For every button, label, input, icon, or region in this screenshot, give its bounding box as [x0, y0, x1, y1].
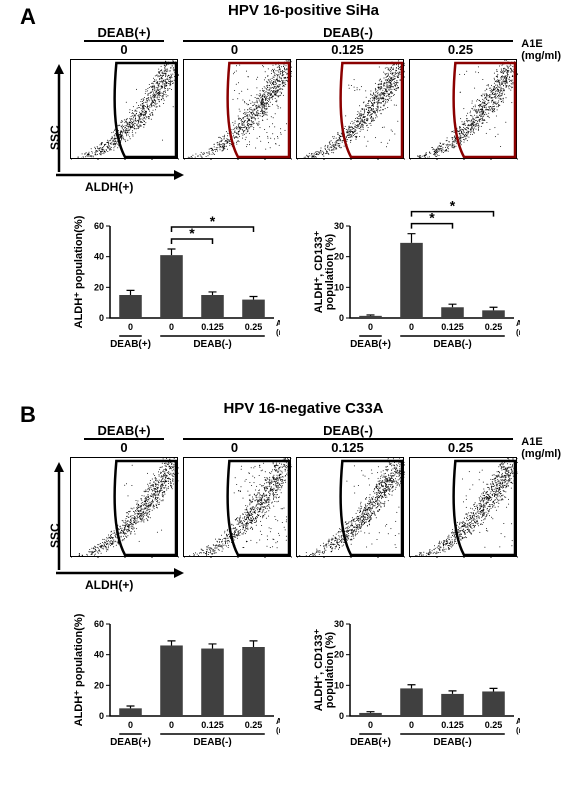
- y-axis-label-a: SSC: [48, 125, 62, 150]
- svg-text:population (%): population (%): [324, 233, 336, 310]
- scatter-plot: [409, 59, 517, 159]
- svg-text:(mg/ml): (mg/ml): [276, 328, 280, 337]
- svg-text:0.125: 0.125: [201, 322, 224, 332]
- scatter-plot: [409, 457, 517, 557]
- dose-2a: 0.125: [291, 42, 404, 57]
- dose-0b: 0: [70, 440, 178, 455]
- bar-chart-aldh-cd133: 0102030000.1250.25**ALDH⁺, CD133⁺populat…: [310, 200, 520, 360]
- svg-text:DEAB(+): DEAB(+): [350, 339, 391, 350]
- svg-text:0: 0: [99, 313, 104, 323]
- dose-2b: 0.125: [291, 440, 404, 455]
- svg-text:ALDH⁺ population(%): ALDH⁺ population(%): [73, 215, 85, 328]
- svg-text:60: 60: [94, 221, 104, 231]
- bar-chart-aldh-cd133: 0102030000.1250.25ALDH⁺, CD133⁺populatio…: [310, 598, 520, 758]
- svg-text:DEAB(+): DEAB(+): [110, 339, 151, 350]
- deab-row-b: DEAB(+) 0 DEAB(-) 0 0.125 0.25: [70, 423, 567, 455]
- panel-b-letter: B: [20, 402, 36, 428]
- svg-text:DEAB(-): DEAB(-): [433, 339, 471, 350]
- scatter-plot: [183, 59, 291, 159]
- panel-a-title: HPV 16-positive SiHa: [40, 0, 567, 19]
- svg-text:DEAB(-): DEAB(-): [193, 339, 231, 350]
- dose-1b: 0: [178, 440, 291, 455]
- x-axis-label-b: ALDH(+): [85, 578, 133, 592]
- dose-0a: 0: [70, 42, 178, 57]
- scatter-row-b: [70, 457, 567, 557]
- scatter-row-a: [70, 59, 567, 159]
- y-axis-label-b: SSC: [48, 523, 62, 548]
- svg-text:*: *: [450, 200, 456, 214]
- bar-charts-a: 0 20 40 60 0 0 0.125 0.25 * * ALDH⁺ population(%) A…: [70, 200, 520, 360]
- svg-text:0.125: 0.125: [441, 322, 464, 332]
- svg-text:A1E: A1E: [516, 319, 520, 328]
- deab-plus-label: DEAB(+): [84, 25, 164, 42]
- deab-row-a: DEAB(+) 0 DEAB(-) 0 0.125 0.25: [70, 25, 567, 57]
- a1e-label-a: A1E(mg/ml): [521, 38, 561, 62]
- scatter-plot: [70, 59, 178, 159]
- svg-text:*: *: [210, 213, 216, 229]
- deab-minus-label: DEAB(-): [183, 25, 513, 42]
- y-axis-arrow-a: [52, 64, 66, 174]
- svg-text:40: 40: [94, 252, 104, 262]
- a1e-label-b: A1E(mg/ml): [521, 436, 561, 460]
- y-axis-arrow-b: [52, 462, 66, 572]
- bar-chart-aldh: 0204060000.1250.25**ALDH⁺ population(%)A…: [70, 200, 280, 360]
- svg-text:0: 0: [339, 313, 344, 323]
- panel-a-letter: A: [20, 4, 36, 30]
- scatter-plot: [296, 59, 404, 159]
- svg-text:20: 20: [94, 282, 104, 292]
- svg-text:0: 0: [169, 322, 174, 332]
- dose-1a: 0: [178, 42, 291, 57]
- x-axis-label-a: ALDH(+): [85, 180, 133, 194]
- svg-text:0.25: 0.25: [485, 322, 503, 332]
- svg-text:0: 0: [409, 322, 414, 332]
- dose-3a: 0.25: [404, 42, 517, 57]
- dose-3b: 0.25: [404, 440, 517, 455]
- scatter-plot: [296, 457, 404, 557]
- bar-chart-aldh: 0204060000.1250.25ALDH⁺ population(%)A1E…: [70, 598, 280, 758]
- deab-minus-label-b: DEAB(-): [183, 423, 513, 440]
- scatter-plot: [183, 457, 291, 557]
- svg-text:0: 0: [128, 322, 133, 332]
- svg-text:30: 30: [334, 221, 344, 231]
- scatter-plot: [70, 457, 178, 557]
- svg-text:(mg/ml): (mg/ml): [516, 328, 520, 337]
- deab-plus-label-b: DEAB(+): [84, 423, 164, 440]
- panel-b-title: HPV 16-negative C33A: [40, 398, 567, 417]
- bar-charts-b: 0204060000.1250.25ALDH⁺ population(%)A1E…: [70, 598, 520, 758]
- svg-text:0.25: 0.25: [245, 322, 263, 332]
- svg-text:0: 0: [368, 322, 373, 332]
- panel-a: A HPV 16-positive SiHa DEAB(+) 0 DEAB(-)…: [0, 0, 567, 159]
- panel-b: B HPV 16-negative C33A DEAB(+) 0 DEAB(-)…: [0, 398, 567, 557]
- svg-text:A1E: A1E: [276, 319, 280, 328]
